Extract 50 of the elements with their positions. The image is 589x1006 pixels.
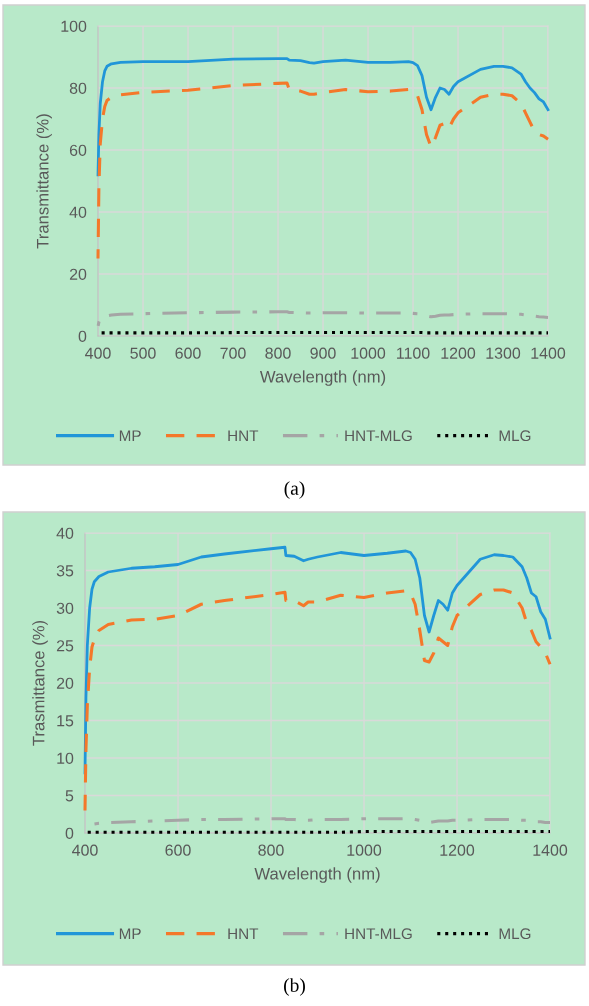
x-tick-label: 1400	[533, 844, 568, 856]
legend-label: MLG	[499, 430, 531, 442]
x-axis-title: Wavelength (nm)	[259, 370, 386, 386]
y-tick-label: 40	[69, 206, 87, 218]
x-tick-label: 1000	[347, 844, 382, 856]
text: (b)	[284, 978, 305, 996]
x-tick-label: 1400	[531, 347, 566, 359]
y-tick-label: 40	[56, 527, 74, 539]
legend-label: MLG	[499, 928, 531, 940]
legend-label: MP	[119, 430, 141, 441]
legend-label: HNT	[228, 430, 259, 441]
x-tick-label: 900	[310, 347, 336, 359]
x-tick-label: 1200	[441, 347, 476, 359]
y-tick-label: 20	[56, 677, 74, 689]
x-tick-label: 800	[265, 347, 291, 359]
y-tick-label: 25	[56, 640, 74, 652]
x-tick-label: 1300	[486, 347, 521, 359]
line-series	[83, 588, 552, 813]
y-axis-title: Trasmittance (%)	[32, 620, 48, 746]
x-tick-label: 600	[175, 347, 201, 359]
x-tick-label: 500	[130, 347, 156, 359]
x-tick-label: 700	[220, 347, 246, 359]
line-series	[96, 310, 550, 329]
legend-label: HNT	[228, 928, 259, 939]
y-tick-label: 80	[69, 82, 87, 94]
x-tick-label: 400	[72, 844, 98, 856]
x-tick-label: 1200	[440, 844, 475, 856]
y-tick-label: 35	[56, 565, 74, 577]
text: (a)	[284, 481, 305, 499]
y-tick-label: 60	[69, 144, 87, 156]
y-tick-label: 10	[57, 752, 74, 764]
x-tick-label: 1100	[397, 347, 430, 359]
x-tick-label: 800	[258, 844, 284, 856]
x-tick-label: 1000	[351, 347, 386, 359]
y-tick-label: 20	[69, 268, 87, 280]
y-tick-label: 15	[57, 715, 74, 727]
y-tick-label: 0	[65, 827, 74, 839]
line-series	[96, 81, 550, 261]
y-tick-label: 0	[78, 330, 87, 342]
x-tick-label: 600	[165, 844, 191, 856]
legend-label: MP	[119, 928, 141, 939]
legend-label: HNT-MLG	[345, 928, 412, 940]
legend-label: HNT-MLG	[345, 430, 412, 442]
y-tick-label: 30	[56, 602, 74, 614]
y-tick-label: 100	[61, 20, 87, 32]
x-axis-title: Wavelength (nm)	[254, 867, 380, 883]
y-tick-label: 5	[65, 790, 74, 802]
y-axis-title: Transmittance (%)	[36, 114, 52, 249]
line-series	[96, 57, 550, 177]
x-tick-label: 400	[85, 347, 111, 359]
